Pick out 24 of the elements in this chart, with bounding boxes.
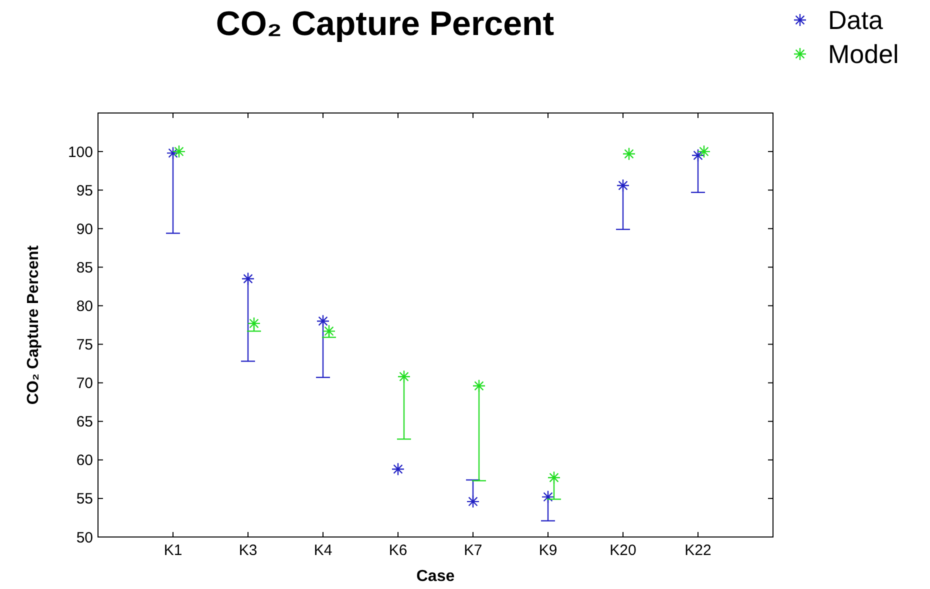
y-tick-label: 65 [76,414,93,431]
legend-label: Model [828,39,899,70]
y-tick-label: 80 [76,298,93,315]
y-tick-label: 55 [76,490,93,508]
x-tick-label: K4 [314,542,332,559]
x-tick-label: K20 [610,542,636,559]
y-tick-label: 75 [76,336,93,354]
y-tick-label: 70 [76,375,93,392]
y-tick-label: 50 [76,529,93,546]
y-tick-label: 85 [76,259,93,276]
x-tick-label: K7 [464,542,482,559]
x-tick-label: K3 [238,542,258,559]
legend-label: Data [828,5,884,36]
y-tick-label: 60 [76,452,93,470]
x-axis-title: Case [416,568,455,585]
x-tick-label: K6 [388,542,408,559]
chart-title: CO₂ Capture Percent [216,5,554,43]
x-tick-label: K9 [538,542,558,559]
x-tick-label: K22 [684,542,712,559]
y-tick-label: 95 [76,182,93,200]
y-tick-label: 90 [76,220,93,238]
x-tick-label: K1 [164,542,182,559]
y-axis-title: CO₂ Capture Percent [25,244,42,405]
y-tick-label: 100 [68,144,93,161]
